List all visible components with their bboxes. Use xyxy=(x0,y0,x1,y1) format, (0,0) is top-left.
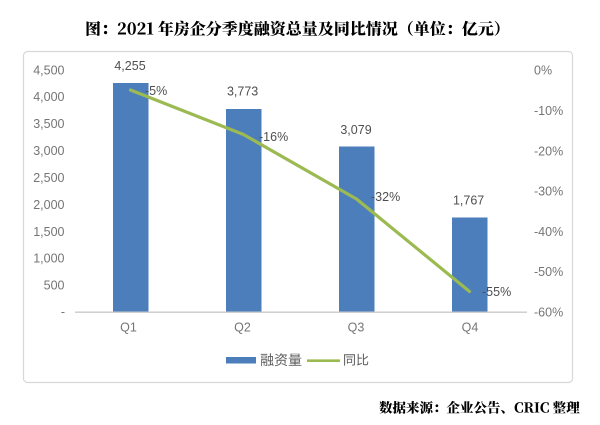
svg-text:Q4: Q4 xyxy=(462,321,479,335)
svg-text:1,000: 1,000 xyxy=(33,252,64,266)
svg-text:-32%: -32% xyxy=(371,190,400,204)
svg-text:4,000: 4,000 xyxy=(33,90,64,104)
svg-text:Q3: Q3 xyxy=(348,321,365,335)
svg-text:Q1: Q1 xyxy=(120,321,137,335)
svg-text:-20%: -20% xyxy=(534,144,563,158)
svg-text:-50%: -50% xyxy=(534,265,563,279)
svg-text:2,500: 2,500 xyxy=(33,171,64,185)
svg-text:Q2: Q2 xyxy=(234,321,251,335)
svg-text:0%: 0% xyxy=(534,64,552,78)
svg-text:-60%: -60% xyxy=(534,306,563,320)
svg-text:-: - xyxy=(61,305,65,319)
svg-text:3,000: 3,000 xyxy=(33,144,64,158)
svg-text:3,773: 3,773 xyxy=(227,85,258,99)
svg-text:-10%: -10% xyxy=(534,104,563,118)
svg-text:500: 500 xyxy=(44,279,65,293)
svg-text:-16%: -16% xyxy=(259,130,288,144)
svg-text:4,255: 4,255 xyxy=(114,59,145,73)
svg-text:-30%: -30% xyxy=(534,185,563,199)
svg-text:3,079: 3,079 xyxy=(340,123,371,137)
svg-text:4,500: 4,500 xyxy=(33,63,64,77)
svg-text:-5%: -5% xyxy=(145,84,167,98)
svg-text:1,767: 1,767 xyxy=(453,194,484,208)
svg-text:2,000: 2,000 xyxy=(33,198,64,212)
svg-text:1,500: 1,500 xyxy=(33,225,64,239)
svg-text:-55%: -55% xyxy=(482,285,511,299)
svg-text:-40%: -40% xyxy=(534,225,563,239)
svg-text:3,500: 3,500 xyxy=(33,117,64,131)
